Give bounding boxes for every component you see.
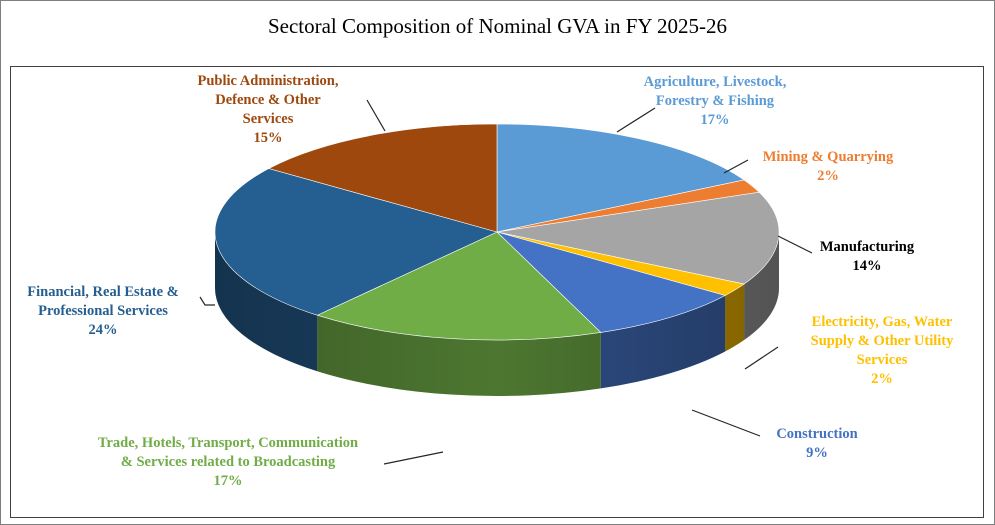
pie-depth <box>215 232 779 396</box>
label-public-admin-line-3: Services <box>242 111 294 127</box>
label-agriculture-line-1: Agriculture, Livestock, <box>643 74 787 90</box>
label-manufacturing-line-1: Manufacturing <box>819 239 915 255</box>
label-mining-line-1: Mining & Quarrying <box>762 149 894 165</box>
pie-slice-7 <box>268 123 498 233</box>
label-trade-line-1: Trade, Hotels, Transport, Communication <box>97 435 359 451</box>
leader-line-6 <box>199 296 215 306</box>
label-electricity-line-1: Electricity, Gas, Water <box>811 314 953 330</box>
pie-rim-shading <box>215 232 779 396</box>
leader-line-3 <box>744 346 779 370</box>
label-construction-pct: 9% <box>806 445 828 461</box>
label-electricity-line-3: Services <box>856 352 908 368</box>
label-manufacturing-pct: 14% <box>852 258 882 274</box>
leader-line-7 <box>366 99 386 132</box>
label-financial-line-2: Professional Services <box>38 303 168 319</box>
label-agriculture-line-2: Forestry & Fishing <box>655 93 775 109</box>
label-public-admin-line-2: Defence & Other <box>215 92 321 108</box>
label-financial-line-1: Financial, Real Estate & <box>27 284 179 300</box>
leader-lines <box>199 99 813 465</box>
label-agriculture: Agriculture, Livestock, Forestry & Fishi… <box>585 73 845 130</box>
plot-area <box>10 66 984 518</box>
pie-slices <box>214 123 780 341</box>
pie-slice-5 <box>316 231 602 341</box>
label-agriculture-pct: 17% <box>700 112 730 128</box>
label-trade-pct: 17% <box>213 473 243 489</box>
chart-title: Sectoral Composition of Nominal GVA in F… <box>267 14 728 38</box>
label-manufacturing: Manufacturing 14% <box>797 238 937 276</box>
pie-slice-6 <box>214 168 498 316</box>
label-public-admin-pct: 15% <box>253 130 283 146</box>
leader-line-5 <box>383 451 444 465</box>
pie-slice-2 <box>496 191 780 285</box>
pie-slice-4 <box>496 231 726 333</box>
label-electricity: Electricity, Gas, Water Supply & Other U… <box>782 313 982 389</box>
label-financial-pct: 24% <box>88 322 118 338</box>
label-electricity-line-2: Supply & Other Utility <box>810 333 954 349</box>
leader-line-4 <box>691 409 761 437</box>
label-electricity-pct: 2% <box>871 371 893 387</box>
leader-line-0 <box>616 107 656 133</box>
label-mining: Mining & Quarrying 2% <box>733 148 923 186</box>
label-trade-line-2: & Services related to Broadcasting <box>120 454 336 470</box>
pie-slice-0 <box>496 123 745 233</box>
label-public-admin: Public Administration, Defence & Other S… <box>168 72 368 148</box>
label-construction: Construction 9% <box>752 425 882 463</box>
leader-line-1 <box>723 159 749 174</box>
label-mining-pct: 2% <box>817 168 839 184</box>
label-construction-line-1: Construction <box>776 426 858 442</box>
label-trade: Trade, Hotels, Transport, Communication … <box>48 434 408 491</box>
label-public-admin-line-1: Public Administration, <box>197 73 339 89</box>
leader-line-2 <box>777 235 813 254</box>
label-financial: Financial, Real Estate & Professional Se… <box>10 283 196 340</box>
